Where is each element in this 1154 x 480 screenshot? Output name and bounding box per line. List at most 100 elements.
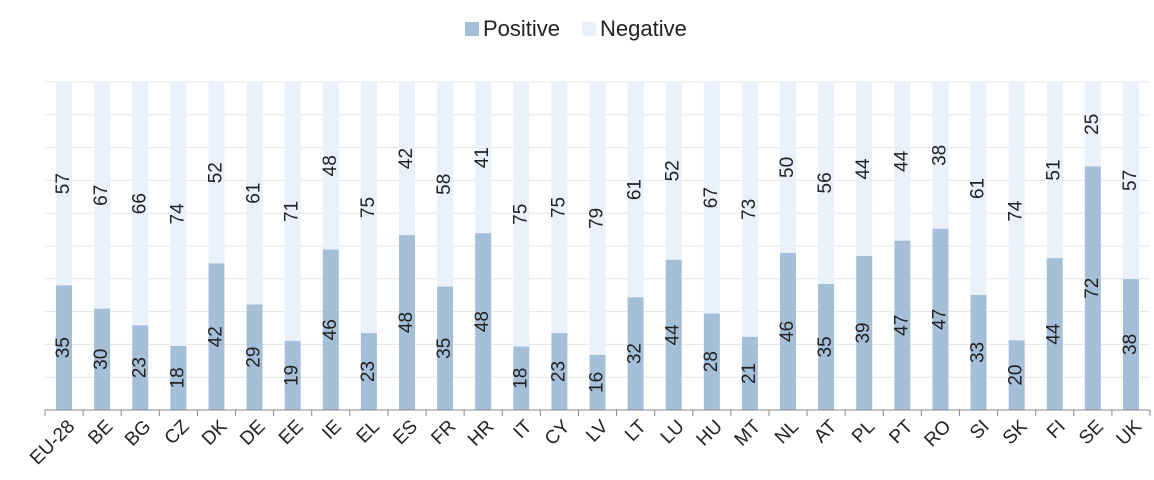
bar-segment [970, 294, 987, 410]
value-label: 47 [891, 315, 912, 336]
value-label: 66 [129, 193, 150, 214]
x-tick-label: IT [510, 416, 537, 443]
bar-segment [170, 82, 187, 346]
bar-segment [741, 82, 758, 337]
bar-segment [1046, 82, 1063, 259]
bar-segment [1122, 278, 1139, 410]
bar-segment [56, 82, 73, 286]
value-label: 73 [739, 199, 760, 220]
bar-segment [322, 82, 339, 250]
value-label: 42 [396, 148, 417, 169]
x-tick-label: PT [885, 416, 917, 448]
value-label: 23 [129, 357, 150, 378]
bar-segment [818, 82, 835, 284]
x-tick-label: SK [999, 416, 1032, 449]
bar-segment [360, 333, 377, 410]
x-tick-label: EU-28 [26, 416, 79, 469]
x-tick-label: BE [84, 416, 117, 449]
bar-segment [856, 255, 873, 410]
value-label: 52 [205, 162, 226, 183]
value-label: 46 [320, 319, 341, 340]
bar-segment [56, 285, 73, 410]
bar-segment [1084, 82, 1101, 167]
value-label: 61 [244, 183, 265, 204]
value-label: 25 [1082, 114, 1103, 135]
value-label: 58 [434, 174, 455, 195]
bar-segment [932, 228, 949, 410]
x-tick-label: LT [621, 416, 651, 446]
legend-swatch [582, 22, 597, 36]
value-label: 75 [358, 197, 379, 218]
bar-segment [284, 82, 301, 341]
bar-segment [856, 82, 873, 256]
x-tick-label: HU [693, 416, 727, 450]
value-label: 18 [510, 368, 531, 389]
bar-segment [665, 82, 682, 260]
bar-segment [94, 308, 111, 410]
x-tick-label: FI [1043, 416, 1070, 443]
value-label: 30 [91, 349, 112, 370]
bar-segment [665, 259, 682, 410]
bar-segment [741, 336, 758, 410]
x-tick-label: DE [236, 416, 270, 450]
legend-label: Negative [600, 16, 687, 41]
value-label: 75 [548, 197, 569, 218]
bar-segment [208, 82, 225, 264]
bar-segment [1122, 82, 1139, 279]
bar-segment [894, 82, 911, 241]
value-label: 38 [929, 145, 950, 166]
value-label: 38 [1120, 334, 1141, 355]
bar-segment [94, 82, 111, 309]
legend-swatch [465, 22, 479, 36]
bar-segment [1046, 258, 1063, 410]
bar-segment [170, 345, 187, 410]
x-tick-label: UK [1113, 416, 1147, 450]
value-label: 44 [891, 150, 912, 172]
value-label: 51 [1044, 159, 1065, 180]
x-tick-label: DK [198, 416, 232, 450]
value-label: 71 [282, 201, 303, 222]
value-label: 35 [434, 338, 455, 359]
bar-segment [818, 283, 835, 410]
bar-segment [1008, 82, 1025, 341]
value-label: 46 [777, 321, 798, 342]
value-label: 28 [701, 351, 722, 372]
value-label: 35 [815, 336, 836, 357]
value-label: 23 [548, 361, 569, 382]
value-label: 42 [205, 326, 226, 347]
bar-segment [894, 240, 911, 410]
bar-segment [208, 263, 225, 410]
bar-segment [437, 286, 454, 410]
x-tick-label: LU [657, 416, 689, 448]
x-tick-label: FR [427, 416, 460, 449]
bar-segment [627, 82, 644, 298]
x-tick-label: BG [121, 416, 155, 450]
value-label: 79 [587, 208, 608, 229]
bar-segment [398, 235, 415, 410]
value-label: 20 [1006, 365, 1027, 386]
bar-segment [513, 346, 530, 410]
bar-segment [475, 82, 492, 234]
x-tick-label: LV [582, 416, 613, 447]
bar-segment [437, 82, 454, 287]
value-label: 41 [472, 147, 493, 168]
value-label: 32 [625, 343, 646, 364]
x-tick-label: AT [810, 416, 841, 447]
bar-segment [1084, 166, 1101, 410]
value-label: 74 [167, 203, 188, 225]
bar-segment [780, 252, 797, 410]
value-label: 75 [510, 204, 531, 225]
value-label: 29 [244, 347, 265, 368]
x-tick-label: IE [318, 416, 346, 444]
value-label: 57 [1120, 170, 1141, 191]
bar-segment [475, 233, 492, 410]
x-tick-label: EE [275, 416, 308, 449]
bar-segment [970, 82, 987, 295]
value-label: 39 [853, 322, 874, 343]
legend-label: Positive [483, 16, 560, 41]
bar-segment [589, 82, 606, 355]
bar-segment [780, 82, 797, 253]
value-label: 50 [777, 157, 798, 178]
value-label: 57 [53, 173, 74, 194]
value-label: 67 [91, 185, 112, 206]
